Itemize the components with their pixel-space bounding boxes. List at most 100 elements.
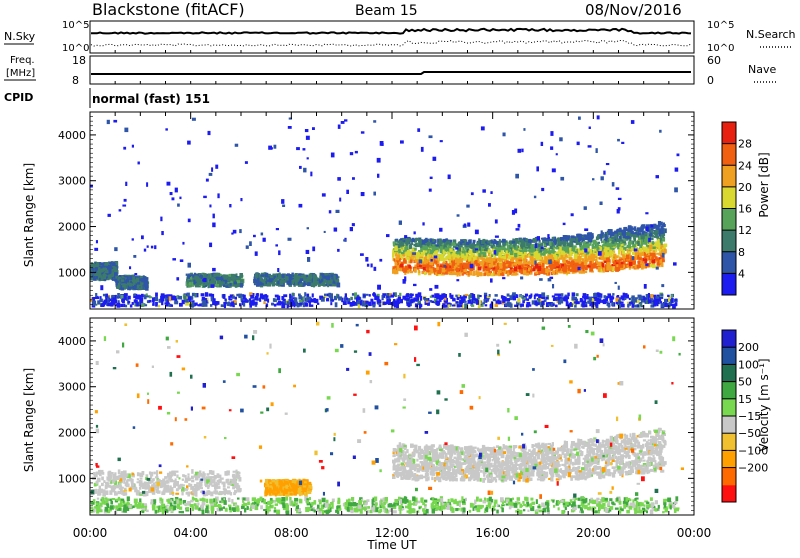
power-echo-cell [95, 276, 98, 279]
power-echo-cell [553, 250, 555, 254]
power-echo-cell [571, 248, 573, 251]
power-echo-cell [406, 243, 408, 246]
power-near-range-cell [391, 295, 395, 298]
power-near-range-cell [580, 298, 583, 302]
power-near-range-cell [611, 302, 614, 306]
power-echo-cell [620, 239, 623, 241]
power-echo-cell [652, 265, 656, 269]
power-near-range-cell [243, 302, 245, 306]
power-echo-cell [412, 249, 415, 251]
power-echo-cell [552, 237, 555, 240]
power-near-range-cell [537, 299, 540, 303]
power-echo-cell [530, 254, 534, 256]
power-near-range-cell [560, 299, 563, 304]
power-echo-cell [461, 269, 464, 272]
power-near-range-cell [141, 294, 144, 297]
power-near-range-cell [223, 294, 226, 299]
power-echo-cell [621, 230, 624, 234]
power-echo-cell [217, 273, 220, 277]
power-echo-cell [473, 257, 475, 261]
power-near-range-cell [97, 300, 100, 304]
power-near-range-cell [107, 303, 111, 307]
power-near-range-cell [410, 294, 414, 296]
power-echo-cell [649, 244, 653, 249]
power-echo-cell [651, 257, 654, 260]
power-near-range-cell [236, 294, 240, 297]
power-echo-cell [484, 273, 486, 276]
power-echo-cell [315, 281, 318, 284]
power-echo-cell [652, 247, 655, 250]
power-echo-cell [514, 267, 517, 272]
power-near-range-cell [604, 295, 607, 298]
power-near-range-cell [525, 294, 528, 297]
power-near-range-cell [468, 300, 472, 304]
power-near-range-cell [262, 295, 265, 300]
power-echo-cell [464, 269, 468, 272]
power-echo-cell [549, 239, 552, 242]
power-echo-cell [408, 249, 410, 252]
power-near-range-cell [362, 301, 365, 306]
power-echo-cell [219, 283, 222, 288]
power-near-range-cell [337, 296, 339, 299]
power-echo-cell [216, 284, 219, 287]
power-near-range-cell [589, 297, 592, 301]
freq-tick-low: 8 [72, 74, 79, 87]
power-near-range-cell [444, 298, 446, 301]
power-echo-cell [475, 270, 477, 275]
power-near-range-cell [312, 293, 314, 297]
power-near-range-cell [304, 292, 306, 296]
power-echo-cell [493, 239, 495, 242]
power-near-range-cell [484, 299, 487, 303]
power-near-range-cell [360, 301, 362, 306]
power-echo-cell [602, 257, 604, 260]
power-near-range-cell [297, 304, 300, 307]
power-near-range-cell [479, 295, 481, 297]
power-near-range-cell [595, 302, 599, 305]
power-near-range-cell [169, 296, 171, 301]
power-near-range-cell [587, 301, 591, 304]
power-echo-cell [632, 252, 635, 255]
power-near-range-cell [411, 298, 415, 301]
noise-sky-line [91, 29, 691, 34]
power-echo-cell [554, 255, 557, 260]
power-echo-cell [136, 278, 140, 283]
power-echo-cell [499, 264, 501, 267]
power-echo-cell [664, 244, 668, 248]
power-echo-cell [637, 257, 640, 260]
power-near-range-cell [232, 296, 235, 299]
power-echo-cell [280, 281, 284, 285]
power-echo-cell [635, 252, 639, 256]
power-echo-cell [530, 269, 533, 272]
power-near-range-cell [210, 304, 212, 307]
power-near-range-cell [561, 293, 564, 297]
power-echo-cell [240, 283, 243, 288]
power-near-range-cell [496, 300, 500, 303]
power-near-range-cell [455, 301, 458, 304]
power-near-range-cell [370, 299, 373, 302]
power-echo-cell [611, 236, 615, 239]
power-echo-cell [502, 248, 505, 251]
power-echo-cell [269, 278, 272, 282]
power-near-range-cell [319, 296, 323, 299]
power-echo-cell [132, 279, 135, 283]
power-near-range-cell [648, 300, 651, 303]
power-near-range-cell [227, 302, 230, 306]
power-echo-cell [624, 239, 627, 241]
power-echo-cell [661, 241, 663, 245]
power-echo-cell [523, 260, 526, 263]
power-near-range-cell [661, 303, 665, 307]
power-near-range-cell [382, 295, 384, 299]
power-echo-cell [496, 241, 499, 245]
power-echo-cell [98, 272, 101, 276]
power-echo-cell [428, 272, 431, 276]
power-near-range-cell [541, 292, 545, 297]
power-echo-cell [285, 276, 289, 280]
power-near-range-cell [640, 303, 643, 306]
power-echo-cell [481, 248, 484, 251]
power-echo-cell [618, 250, 620, 255]
power-echo-cell [528, 261, 530, 265]
power-echo-cell [457, 255, 459, 259]
power-echo-cell [478, 266, 482, 270]
power-near-range-cell [405, 298, 409, 301]
power-echo-cell [637, 265, 640, 269]
